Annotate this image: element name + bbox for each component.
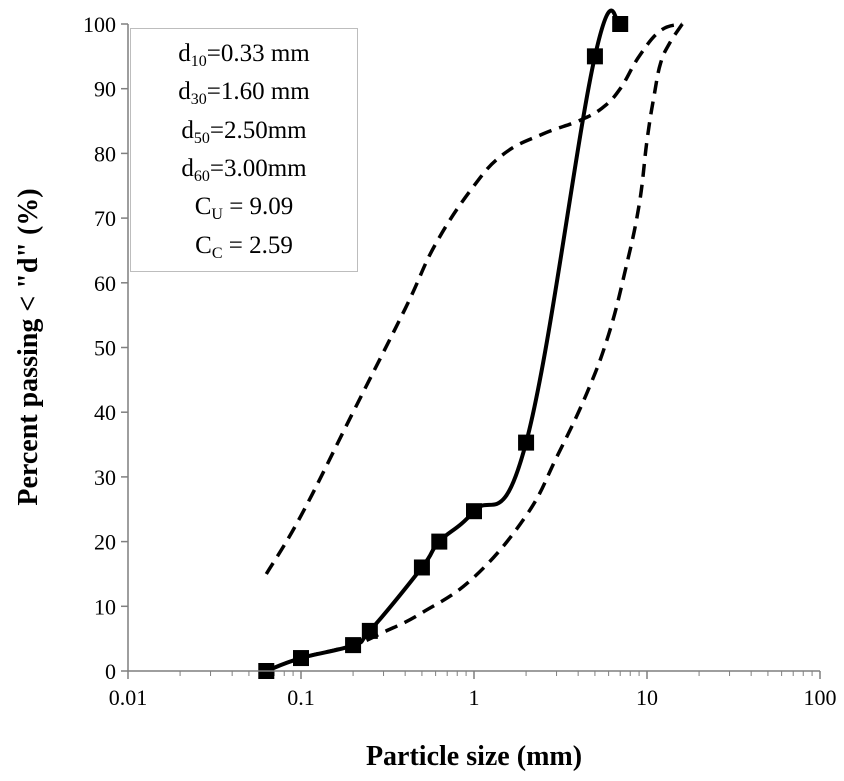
envelope-limit-line-2 bbox=[265, 23, 684, 673]
x-axis-title: Particle size (mm) bbox=[366, 741, 582, 772]
series-layer bbox=[258, 8, 684, 679]
grading-point-marker bbox=[586, 48, 603, 65]
y-tick-label: 90 bbox=[94, 77, 116, 102]
y-tick-label: 0 bbox=[105, 659, 116, 684]
y-tick-label: 70 bbox=[94, 206, 116, 231]
y-tick-label: 60 bbox=[94, 271, 116, 296]
envelope-limit-line-1 bbox=[264, 22, 683, 575]
y-tick-label: 10 bbox=[94, 594, 116, 619]
y-tick-label: 100 bbox=[83, 12, 116, 37]
x-tick-label: 0.1 bbox=[287, 685, 315, 710]
grading-point-marker bbox=[293, 650, 309, 667]
y-tick-label: 20 bbox=[94, 530, 116, 555]
grading-point-marker bbox=[518, 434, 535, 451]
gradation-parameters-box: d10=0.33 mm d30=1.60 mm d50=2.50mm d60=3… bbox=[130, 28, 358, 272]
d30-line: d30=1.60 mm bbox=[178, 78, 310, 109]
grading-point-marker bbox=[466, 503, 482, 520]
grading-point-marker bbox=[612, 16, 629, 32]
grading-point-marker bbox=[431, 533, 448, 550]
y-tick-label: 30 bbox=[94, 465, 116, 490]
cu-line: CU = 9.09 bbox=[194, 193, 294, 224]
cc-line: CC = 2.59 bbox=[195, 231, 293, 262]
d50-line: d50=2.50mm bbox=[181, 116, 307, 147]
x-tick-label: 0.01 bbox=[109, 685, 148, 710]
y-tick-label: 50 bbox=[94, 336, 116, 361]
d10-line: d10=0.33 mm bbox=[178, 40, 310, 71]
tick-layer: 0 10 20 30 40 50 60 70 80 90 100 0.01 0.1 1 10 100 bbox=[83, 12, 837, 710]
y-tick-label: 40 bbox=[94, 400, 116, 425]
x-tick-label: 1 bbox=[469, 685, 480, 710]
x-tick-label: 10 bbox=[636, 685, 658, 710]
d60-line: d60=3.00mm bbox=[181, 155, 307, 186]
grading-point-marker bbox=[361, 622, 378, 639]
y-axis-title: Percent passing < "d" (%) bbox=[13, 188, 44, 505]
x-tick-label: 100 bbox=[804, 685, 837, 710]
grading-point-marker bbox=[413, 559, 430, 576]
y-tick-label: 80 bbox=[94, 141, 116, 166]
